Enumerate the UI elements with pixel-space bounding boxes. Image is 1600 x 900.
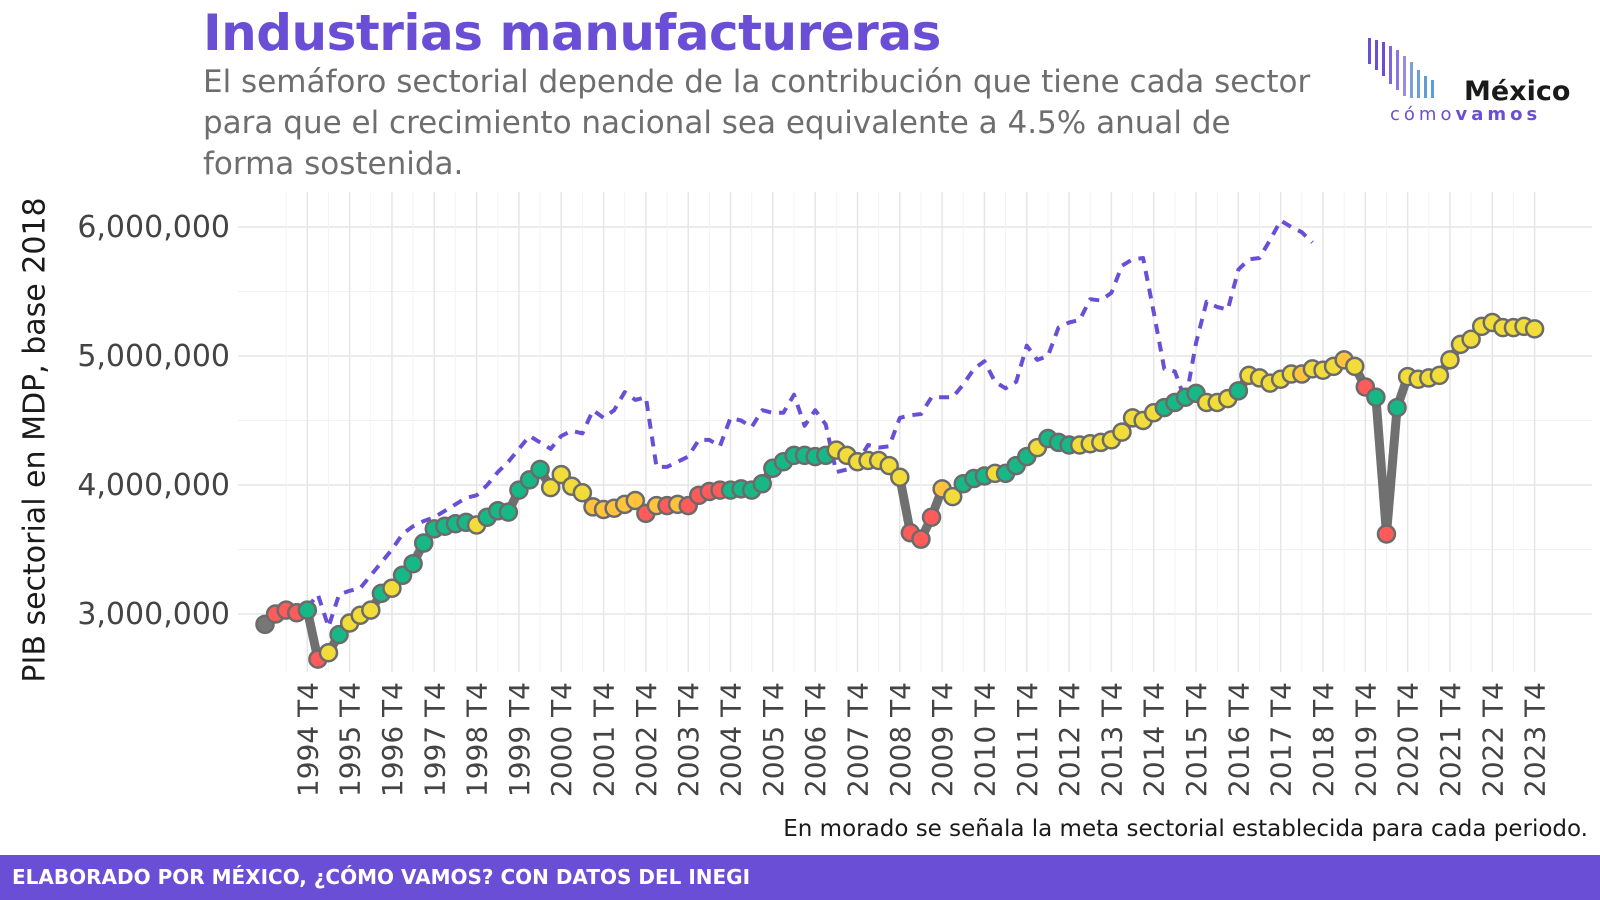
x-tick-label: 1998 T4: [461, 682, 494, 797]
x-tick-label: 2004 T4: [715, 682, 748, 797]
x-tick-label: 2005 T4: [757, 682, 790, 797]
data-point-naranja: [625, 490, 646, 511]
x-tick-label: 1999 T4: [503, 682, 536, 797]
data-point-amarillo: [1429, 365, 1450, 386]
x-tick-label: 2014 T4: [1138, 682, 1171, 797]
x-tick-label: 1994 T4: [291, 682, 324, 797]
x-tick-label: 2018 T4: [1307, 682, 1340, 797]
footer-credit: ELABORADO POR MÉXICO, ¿CÓMO VAMOS? CON D…: [12, 865, 751, 889]
x-tick-label: 1997 T4: [418, 682, 451, 797]
chart-grid: [238, 192, 1592, 672]
x-tick-label: 2023 T4: [1519, 682, 1552, 797]
chart-note: En morado se señala la meta sectorial es…: [783, 816, 1588, 842]
data-point-amarillo: [318, 642, 339, 663]
data-point-amarillo: [942, 486, 963, 507]
data-point-rojo: [921, 507, 942, 527]
data-point-amarillo: [361, 600, 381, 620]
chart-subtitle: El semáforo sectorial depende de la cont…: [203, 64, 1311, 182]
data-point-amarillo: [572, 482, 593, 503]
x-tick-label: 2010 T4: [968, 682, 1001, 797]
x-tick-label: 2021 T4: [1434, 682, 1467, 797]
line-chart: 3,000,000 4,000,000 5,000,000 6,000,000 199…: [77, 192, 1592, 797]
logo-bars-icon: [1368, 38, 1434, 98]
data-point-amarillo: [1344, 356, 1365, 377]
data-point-verde: [1387, 397, 1407, 418]
x-tick-label: 2015 T4: [1180, 682, 1213, 797]
data-point-verde: [297, 600, 318, 620]
logo-word-mexico: México: [1464, 76, 1571, 107]
y-tick-label: 6,000,000: [77, 210, 230, 245]
x-tick-label: 2022 T4: [1476, 682, 1509, 797]
data-point-amarillo: [382, 578, 402, 598]
logo-word-vamos: vamos: [1455, 104, 1542, 125]
data-point-verde: [498, 502, 519, 522]
x-tick-label: 2020 T4: [1392, 682, 1425, 797]
data-point-amarillo: [1112, 422, 1132, 442]
x-tick-label: 2003 T4: [672, 682, 705, 797]
data-point-verde: [752, 473, 773, 494]
data-point-verde: [530, 459, 550, 480]
x-tick-label: 2006 T4: [799, 682, 832, 797]
x-tick-label: 2017 T4: [1265, 682, 1298, 797]
x-tick-label: 2013 T4: [1095, 682, 1128, 797]
data-point-amarillo: [1440, 350, 1460, 370]
chart-title: Industrias manufactureras: [203, 4, 941, 62]
data-point-verde: [413, 533, 434, 553]
meta-series-line: [305, 218, 1314, 629]
data-point-amarillo: [1524, 319, 1545, 339]
logo-word-como: cómo: [1390, 104, 1456, 125]
x-tick-label: 2007 T4: [841, 682, 874, 797]
chart-series: [255, 218, 1545, 669]
data-point-rojo: [1376, 524, 1397, 544]
x-tick-label: 1995 T4: [334, 682, 367, 797]
x-tick-label: 2011 T4: [1011, 682, 1044, 797]
data-point-amarillo: [540, 477, 561, 498]
data-point-amarillo: [1461, 329, 1481, 349]
footer-bar: ELABORADO POR MÉXICO, ¿CÓMO VAMOS? CON D…: [0, 855, 1600, 900]
x-tick-label: 1996 T4: [376, 682, 409, 797]
data-point-verde: [1366, 387, 1386, 408]
x-tick-label: 2012 T4: [1053, 682, 1086, 797]
logo-word-como-vamos: cómovamos: [1390, 104, 1541, 125]
x-tick-label: 2002 T4: [630, 682, 663, 797]
y-axis-ticks: 3,000,000 4,000,000 5,000,000 6,000,000: [77, 210, 230, 632]
x-axis-ticks: 1994 T4 1995 T4 1996 T4 1997 T4 1998 T4 1999 …: [291, 682, 1551, 797]
y-tick-label: 3,000,000: [77, 597, 230, 632]
x-tick-label: 2009 T4: [926, 682, 959, 797]
data-point-amarillo: [890, 467, 910, 488]
x-tick-label: 2019 T4: [1349, 682, 1382, 797]
data-point-rojo: [911, 529, 931, 549]
y-tick-label: 4,000,000: [77, 468, 230, 503]
data-point-verde: [1228, 381, 1249, 401]
mexico-como-vamos-logo: México cómovamos: [1368, 38, 1571, 128]
y-axis-label: PIB sectorial en MDP, base 2018: [17, 197, 53, 683]
x-tick-label: 2016 T4: [1222, 682, 1255, 797]
x-tick-label: 2000 T4: [545, 682, 578, 797]
data-point-verde: [403, 553, 423, 574]
x-tick-label: 2001 T4: [588, 682, 621, 797]
x-tick-label: 2008 T4: [884, 682, 917, 797]
y-tick-label: 5,000,000: [77, 339, 230, 374]
